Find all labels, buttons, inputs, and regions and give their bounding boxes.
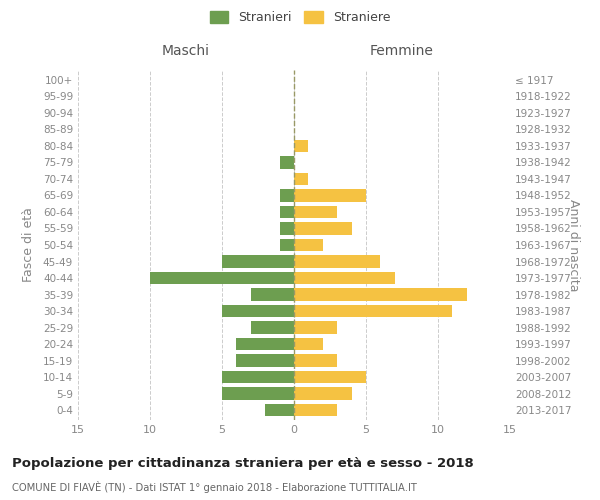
Bar (294, 272, 395, 284)
Bar (294, 256, 380, 268)
Y-axis label: Anni di nascita: Anni di nascita (567, 198, 580, 291)
Bar (294, 173, 308, 185)
Bar (294, 338, 323, 350)
Bar (294, 354, 337, 367)
Bar (294, 190, 366, 202)
Bar (280, 190, 294, 202)
Bar (222, 371, 294, 384)
Legend: Stranieri, Straniere: Stranieri, Straniere (205, 6, 395, 29)
Bar (251, 322, 294, 334)
Y-axis label: Fasce di età: Fasce di età (22, 208, 35, 282)
Bar (280, 156, 294, 168)
Text: COMUNE DI FIAVÈ (TN) - Dati ISTAT 1° gennaio 2018 - Elaborazione TUTTITALIA.IT: COMUNE DI FIAVÈ (TN) - Dati ISTAT 1° gen… (12, 481, 417, 493)
Bar (280, 206, 294, 218)
Bar (294, 305, 452, 317)
Bar (222, 256, 294, 268)
Bar (294, 222, 352, 234)
Bar (280, 222, 294, 234)
Text: Maschi: Maschi (162, 44, 210, 59)
Bar (294, 404, 337, 416)
Bar (294, 388, 352, 400)
Text: Popolazione per cittadinanza straniera per età e sesso - 2018: Popolazione per cittadinanza straniera p… (12, 458, 474, 470)
Bar (150, 272, 294, 284)
Bar (265, 404, 294, 416)
Text: Femmine: Femmine (370, 44, 434, 59)
Bar (294, 140, 308, 152)
Bar (280, 239, 294, 251)
Bar (294, 371, 366, 384)
Bar (294, 239, 323, 251)
Bar (294, 206, 337, 218)
Bar (294, 288, 467, 300)
Bar (251, 288, 294, 300)
Bar (236, 354, 294, 367)
Bar (294, 322, 337, 334)
Bar (236, 338, 294, 350)
Bar (222, 305, 294, 317)
Bar (222, 388, 294, 400)
